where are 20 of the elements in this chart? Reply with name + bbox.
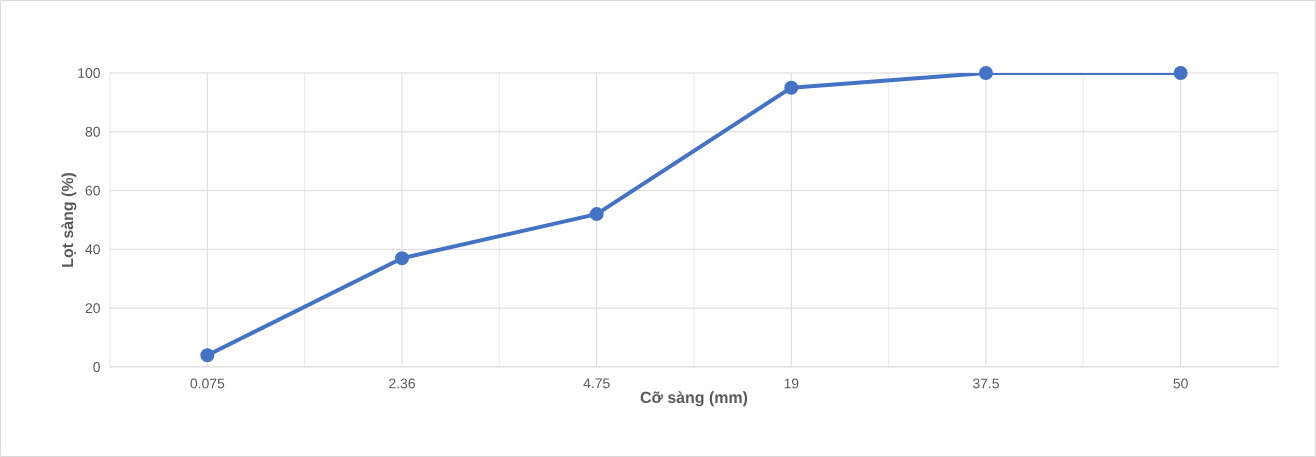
x-tick-label: 2.36: [389, 378, 415, 389]
x-tick-label: 19: [784, 378, 799, 389]
point: [978, 65, 993, 80]
y-tick-label: 80: [85, 126, 100, 137]
x-tick-label: 0.075: [190, 378, 225, 389]
point: [200, 348, 215, 363]
y-tick-label: 60: [85, 185, 100, 196]
y-tick-label: 100: [78, 68, 100, 78]
y-tick-label: 20: [85, 303, 100, 314]
point: [589, 207, 604, 222]
point: [784, 80, 799, 95]
y-tick-label: 40: [85, 244, 100, 255]
point: [1173, 65, 1188, 80]
y-tick-label: 0: [93, 362, 100, 372]
x-tick-label: 37.5: [972, 378, 999, 389]
point: [395, 251, 410, 266]
x-tick-label: 4.75: [583, 378, 610, 389]
x-tick-label: 50: [1173, 378, 1188, 389]
x-axis-title: Cỡ sàng (mm): [640, 391, 748, 407]
y-axis-title: Lọt sàng (%): [61, 172, 77, 267]
